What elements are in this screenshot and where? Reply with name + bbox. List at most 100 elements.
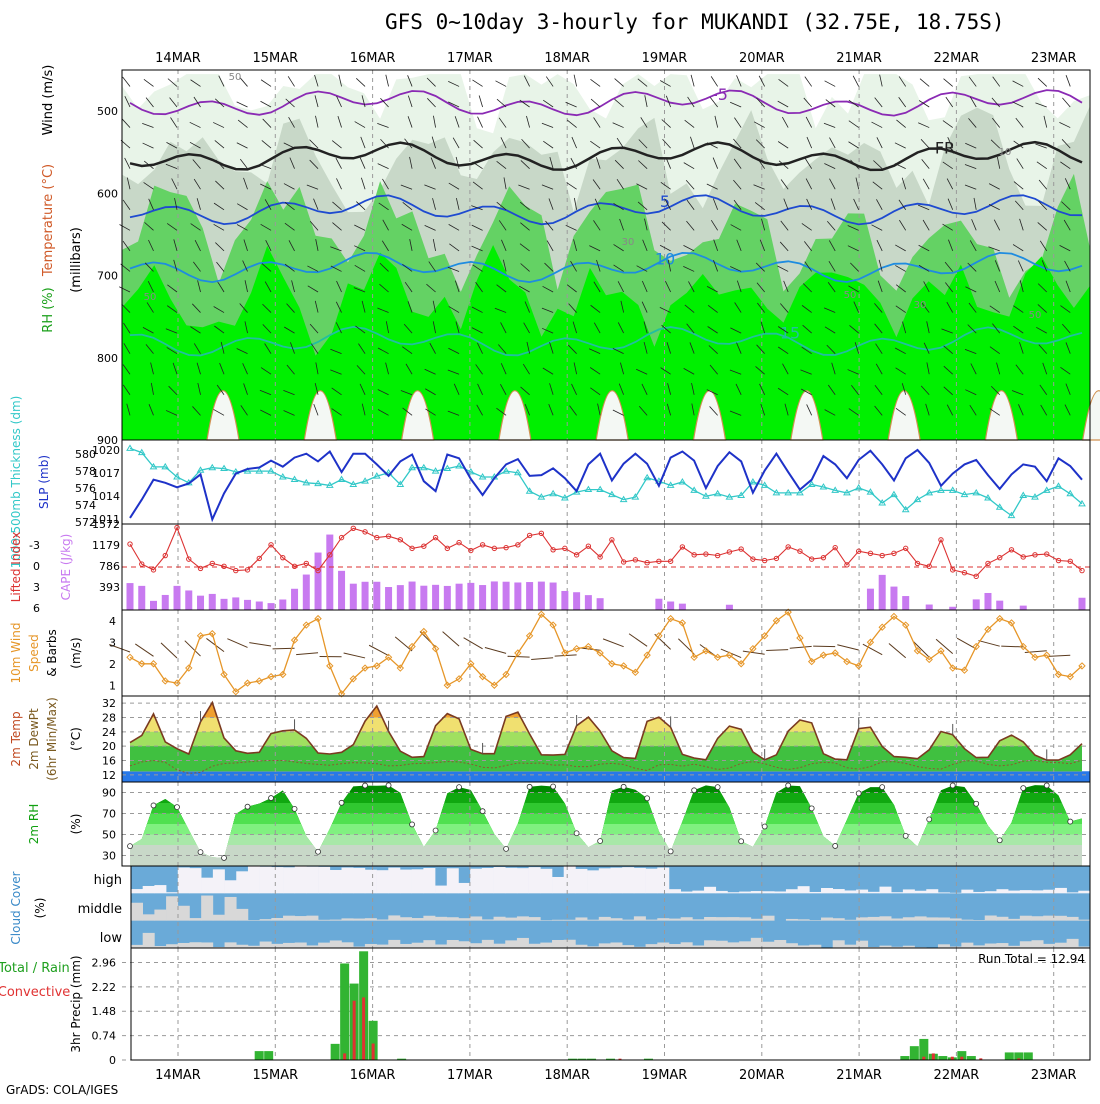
cloud-gap bbox=[458, 941, 470, 948]
cloud-gap bbox=[575, 917, 587, 920]
precip-total-bar bbox=[340, 963, 349, 1060]
cloud-gap bbox=[798, 919, 810, 920]
rh-contour-label: 50 bbox=[844, 290, 857, 301]
wind-barb-10m bbox=[161, 643, 177, 658]
cloud-gap bbox=[751, 919, 763, 921]
precip-tick: 2.22 bbox=[92, 981, 117, 994]
cloud-gap bbox=[587, 920, 599, 921]
rh2m-unit-label: (%) bbox=[69, 814, 83, 835]
cloud-gap bbox=[751, 891, 763, 893]
precip-total-bar bbox=[1024, 1052, 1033, 1060]
cape-bar bbox=[867, 589, 874, 610]
cloud-gap bbox=[774, 940, 786, 948]
cloud-gap bbox=[879, 887, 891, 894]
rh2m-point bbox=[621, 784, 626, 789]
cloud-gap bbox=[1008, 891, 1020, 894]
cape-bar bbox=[667, 602, 674, 610]
cloud-gap bbox=[587, 870, 599, 893]
millibars-label: (millibars) bbox=[69, 227, 84, 293]
cape-bar bbox=[174, 586, 181, 610]
cloud-gap bbox=[564, 940, 576, 948]
isotherm-label: -5 bbox=[712, 85, 728, 104]
date-label-bottom: 18MAR bbox=[544, 1068, 590, 1083]
cloud-level-label: high bbox=[94, 873, 122, 888]
wind-barb-10m bbox=[296, 653, 318, 655]
cloud-unit-label: (%) bbox=[33, 898, 47, 919]
cloud-gap bbox=[482, 919, 494, 920]
cloud-gap bbox=[283, 916, 295, 921]
rh2m-point bbox=[1044, 783, 1049, 788]
temperature-tick: 12 bbox=[102, 769, 116, 782]
cloud-gap bbox=[564, 920, 576, 921]
cloud-gap bbox=[599, 917, 611, 921]
precip-total-bar bbox=[331, 1044, 340, 1060]
cloud-gap bbox=[833, 889, 845, 893]
isotherm-label: 5 bbox=[660, 192, 670, 211]
cloud-gap bbox=[236, 871, 248, 893]
wind-barb-10m bbox=[508, 656, 530, 657]
cape-bar bbox=[503, 582, 510, 610]
precip-tick: 1.48 bbox=[92, 1005, 117, 1018]
cloud-gap bbox=[248, 920, 260, 921]
cape-bar bbox=[561, 591, 568, 610]
date-label-bottom: 14MAR bbox=[155, 1068, 201, 1083]
wind-barb-10m bbox=[978, 641, 999, 647]
rh-contour-label: 50 bbox=[144, 292, 157, 303]
cape-bar bbox=[902, 596, 909, 610]
rh2m-point bbox=[715, 785, 720, 790]
date-label-top: 19MAR bbox=[642, 51, 688, 66]
rh2m-point bbox=[480, 809, 485, 814]
rh2m-tick: 30 bbox=[102, 850, 116, 863]
lifted-cape-panel bbox=[122, 524, 1090, 610]
lifted-tick: 3 bbox=[33, 581, 40, 594]
slp-tick: 1014 bbox=[92, 490, 120, 503]
cloud-gap bbox=[213, 869, 225, 893]
cape-bar bbox=[127, 583, 134, 610]
cloud-gap bbox=[599, 943, 611, 948]
rh2m-point bbox=[1068, 819, 1073, 824]
cloud-gap bbox=[271, 944, 283, 948]
cloud-gap bbox=[365, 918, 377, 920]
rh2m-tick: 70 bbox=[102, 808, 116, 821]
cloud-gap bbox=[1032, 940, 1044, 948]
cloud-gap bbox=[505, 868, 517, 894]
cape-bar bbox=[385, 587, 392, 610]
cape-tick: 393 bbox=[99, 581, 120, 594]
cape-bar bbox=[467, 583, 474, 610]
cloud-gap bbox=[915, 916, 927, 920]
cape-bar bbox=[315, 553, 322, 610]
cloud-gap bbox=[856, 941, 868, 948]
rh2m-point bbox=[386, 783, 391, 788]
precip-tick: 2.96 bbox=[92, 956, 117, 969]
cloud-gap bbox=[388, 940, 400, 948]
wind-barb-10m bbox=[1048, 655, 1070, 656]
cloud-gap bbox=[423, 940, 435, 948]
wind-barb-10m bbox=[344, 653, 365, 658]
cloud-gap bbox=[961, 943, 973, 948]
cloud-gap bbox=[178, 906, 190, 921]
rh2m-point bbox=[504, 846, 509, 851]
wind-axis-label: Wind (m/s) bbox=[41, 65, 56, 136]
cloud-gap bbox=[295, 916, 307, 921]
cloud-gap bbox=[844, 945, 856, 948]
cloud-gap bbox=[692, 919, 704, 920]
cloud-gap bbox=[996, 889, 1008, 893]
wind10m-tick: 1 bbox=[109, 679, 116, 692]
cloud-gap bbox=[482, 868, 494, 893]
date-label-bottom: 20MAR bbox=[739, 1068, 785, 1083]
rh-contour-label: 30 bbox=[914, 300, 927, 311]
cloud-gap bbox=[1020, 941, 1032, 948]
cloud-gap bbox=[739, 941, 751, 948]
cloud-gap bbox=[1067, 917, 1079, 921]
cloud-gap bbox=[751, 938, 763, 948]
precip-conv-bar bbox=[362, 997, 365, 1060]
cloud-gap bbox=[879, 916, 891, 920]
wind-barb-10m bbox=[395, 637, 412, 651]
cloud-gap bbox=[505, 918, 517, 921]
rh2m-point bbox=[833, 843, 838, 848]
cloud-gap bbox=[494, 944, 506, 948]
cloud-gap bbox=[704, 917, 716, 921]
thickness-point bbox=[127, 445, 133, 450]
cape-bar bbox=[456, 584, 463, 610]
cape-tick: 786 bbox=[99, 560, 120, 573]
